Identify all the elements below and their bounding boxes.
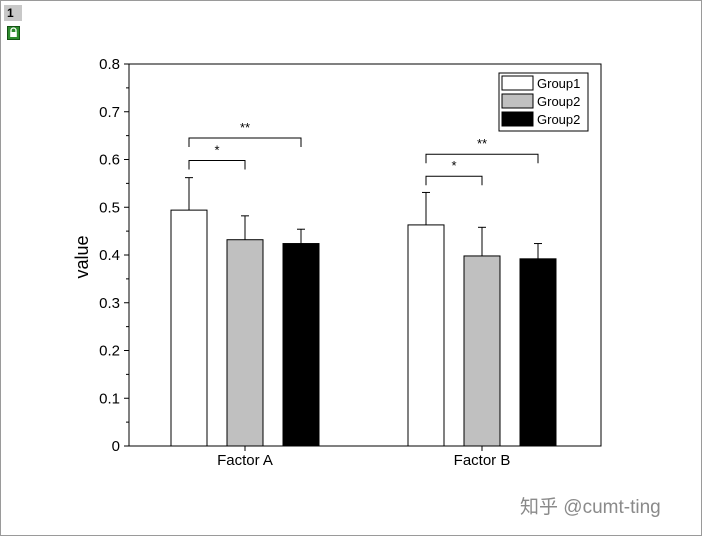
significance-layer: ****** (188, 120, 539, 186)
bar-2-2 (463, 255, 501, 447)
bar-1-2 (407, 224, 445, 447)
significance-label: ** (240, 120, 250, 135)
y-tick-label: 0 (112, 438, 120, 455)
legend-swatch-3 (501, 111, 534, 127)
y-tick-label: 0.3 (99, 295, 120, 312)
bar-1-1 (170, 209, 208, 447)
significance-label: * (214, 142, 219, 157)
y-tick-label: 0.2 (99, 343, 120, 360)
y-tick-label: 0.7 (99, 104, 120, 121)
y-tick-label: 0.4 (99, 247, 120, 264)
page-tab[interactable]: 1 (4, 5, 22, 21)
x-tick-label: Factor B (454, 452, 511, 469)
legend-swatch-2 (501, 93, 534, 109)
legend: Group1 Group2 Group2 (498, 72, 589, 132)
legend-label-1: Group1 (537, 76, 580, 91)
significance-bracket (425, 175, 483, 186)
significance-bracket (425, 153, 539, 164)
watermark: 知乎 @cumt-ting (520, 497, 661, 518)
y-tick-label: 0.8 (99, 56, 120, 73)
y-axis: 0 0.1 0.2 0.3 0.4 0.5 0.6 0.7 0.8 (99, 56, 129, 455)
bar-2-1 (226, 239, 264, 447)
significance-bracket (188, 159, 246, 170)
bars-layer (170, 209, 557, 447)
legend-swatch-1 (501, 75, 534, 91)
x-tick-label: Factor A (217, 452, 273, 469)
significance-label: * (451, 158, 456, 173)
x-axis: Factor A Factor B (217, 446, 510, 469)
y-tick-label: 0.6 (99, 152, 120, 169)
legend-label-2: Group2 (537, 94, 580, 109)
significance-bracket (188, 137, 302, 148)
significance-label: ** (477, 136, 487, 151)
y-tick-label: 0.5 (99, 199, 120, 216)
bar-3-2 (519, 258, 557, 447)
bar-3-1 (282, 243, 320, 447)
legend-label-3: Group2 (537, 112, 580, 127)
y-tick-label: 0.1 (99, 390, 120, 407)
y-axis-label: value (72, 235, 92, 278)
lock-icon[interactable] (7, 26, 20, 40)
errorbars-layer (185, 177, 542, 259)
